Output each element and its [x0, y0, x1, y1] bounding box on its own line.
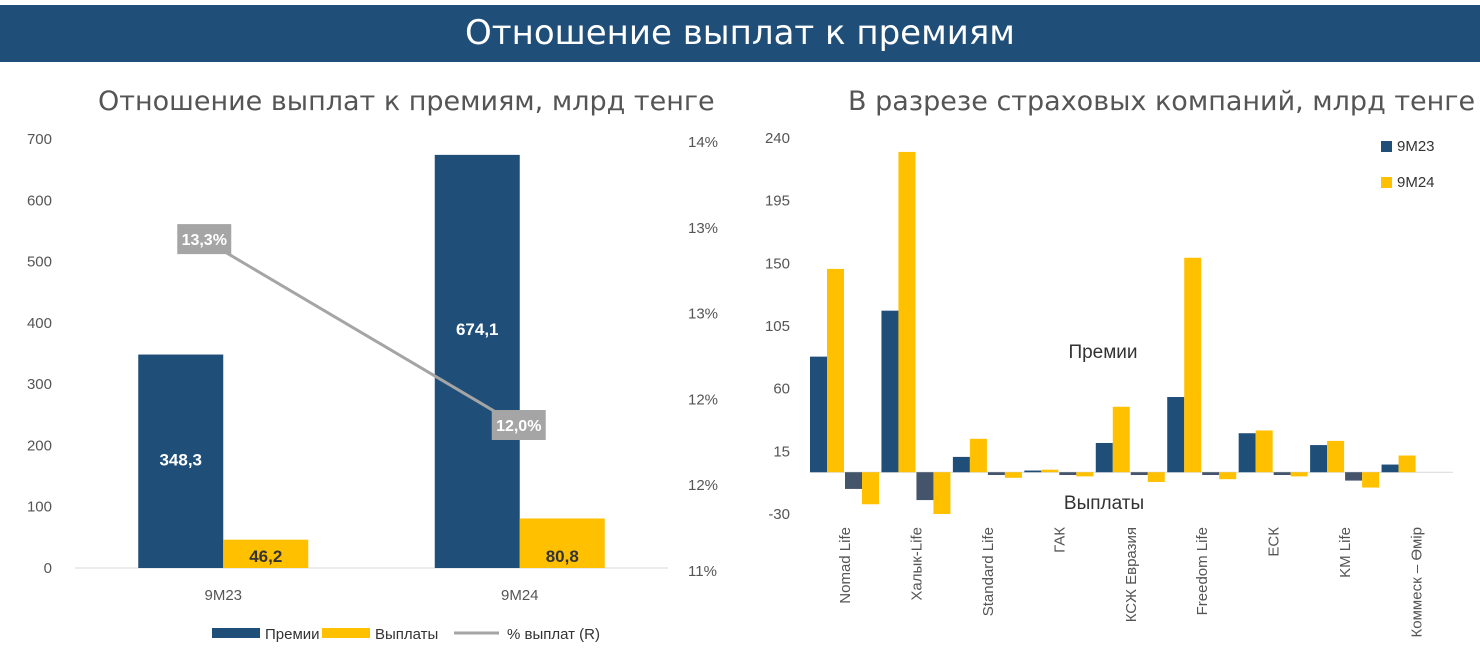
right-y-tick-label: 60: [773, 381, 790, 398]
left-y2-tick-label: 12%: [688, 477, 718, 494]
left-y2-tick-label: 13%: [688, 306, 718, 323]
left-chart-title: Отношение выплат к премиям, млрд тенге: [98, 86, 715, 117]
ratio-label-box: [177, 224, 232, 255]
header-banner: Отношение выплат к премиям: [0, 5, 1480, 62]
company-premium-bar: [969, 438, 987, 473]
premium-bar-value-label: 674,1: [456, 320, 499, 339]
company-payout-bar: [1273, 472, 1291, 476]
company-payout-bar: [1362, 472, 1380, 488]
left-y-tick-label: 600: [27, 192, 52, 209]
premium-bar-value-label: 348,3: [159, 451, 202, 470]
company-payout-bar: [1076, 472, 1094, 477]
left-y-tick-label: 200: [27, 437, 52, 454]
legend-label-payout: Выплаты: [375, 626, 438, 643]
company-payout-bar: [1219, 472, 1237, 480]
legend-swatch-9M24: [1381, 177, 1392, 188]
premiums-annotation: Премии: [1068, 342, 1137, 363]
company-payout-bar: [1345, 472, 1363, 481]
right-x-tick-label: KM Life: [1337, 527, 1354, 578]
right-x-tick-label: Nomad Life: [837, 527, 854, 604]
legend-label-9M24: 9M24: [1397, 174, 1435, 191]
right-x-tick-label: КСЖ Евразия: [1123, 527, 1140, 622]
company-premium-bar: [1238, 433, 1256, 473]
company-premium-bar: [1327, 440, 1345, 473]
payout-bar: [223, 539, 309, 568]
company-premium-bar: [1095, 442, 1113, 473]
left-y-tick-label: 300: [27, 376, 52, 393]
company-premium-bar: [1255, 430, 1273, 473]
right-x-tick-label: Freedom Life: [1194, 527, 1211, 615]
company-payout-bar: [933, 472, 951, 514]
company-premium-bar: [1024, 470, 1042, 473]
company-payout-bar: [987, 472, 1005, 476]
company-payout-bar: [1004, 472, 1022, 478]
company-premium-bar: [1381, 464, 1399, 473]
company-payout-bar: [916, 472, 934, 501]
right-x-tick-label: Коммеск – Өмір: [1409, 527, 1426, 637]
company-premium-bar: [1167, 397, 1185, 473]
left-x-tick-label: 9M23: [204, 587, 242, 604]
company-premium-bar: [810, 356, 827, 473]
ratio-value-label: 13,3%: [182, 232, 227, 249]
premium-bar: [138, 354, 224, 568]
right-y-tick-label: 15: [773, 443, 790, 460]
ratio-label-box: [491, 410, 546, 440]
left-y-tick-label: 700: [27, 131, 52, 148]
company-payout-bar: [1202, 472, 1220, 476]
right-x-tick-label: Халык-Life: [908, 527, 925, 601]
company-premium-bar: [1184, 257, 1202, 473]
right-x-tick-label: ГАК: [1051, 527, 1068, 553]
company-payout-bar: [1059, 472, 1077, 476]
legend-swatch-payout: [322, 628, 370, 638]
legend-swatch-9M23: [1381, 141, 1392, 152]
right-chart-title: В разрезе страховых компаний, млрд тенге: [848, 86, 1476, 117]
right-x-tick-label: ЕСК: [1266, 527, 1283, 557]
premium-bar: [434, 154, 520, 569]
payout-bar: [519, 518, 605, 568]
right-y-tick-label: -30: [768, 506, 790, 523]
ratio-line: [202, 237, 519, 427]
left-y2-tick-label: 14%: [688, 134, 718, 151]
company-payout-bar: [1147, 472, 1165, 482]
company-premium-bar: [1112, 406, 1130, 473]
company-premium-bar: [1310, 445, 1328, 473]
left-x-tick-label: 9M24: [501, 587, 539, 604]
left-y-tick-label: 100: [27, 499, 52, 516]
payouts-annotation: Выплаты: [1064, 493, 1144, 514]
right-x-tick-label: Standard Life: [980, 527, 997, 616]
company-premium-bar: [1041, 469, 1059, 473]
company-payout-bar: [862, 472, 879, 505]
legend-label-premium: Премии: [265, 626, 320, 643]
left-y-tick-label: 500: [27, 254, 52, 271]
legend-label-9M23: 9M23: [1397, 138, 1435, 155]
payout-bar-value-label: 80,8: [546, 547, 579, 566]
company-payout-bar: [1130, 472, 1148, 476]
company-premium-bar: [881, 310, 899, 473]
left-y-tick-label: 0: [44, 560, 52, 577]
right-y-tick-label: 105: [765, 318, 790, 335]
banner-title: Отношение выплат к премиям: [465, 13, 1015, 53]
left-y-tick-label: 400: [27, 315, 52, 332]
legend-swatch-premium: [212, 628, 260, 638]
left-y2-tick-label: 11%: [688, 563, 717, 580]
ratio-value-label: 12,0%: [496, 418, 541, 435]
company-premium-bar: [827, 268, 844, 473]
payout-bar-value-label: 46,2: [249, 547, 282, 566]
company-payout-bar: [1290, 472, 1308, 477]
left-y2-tick-label: 13%: [688, 220, 718, 237]
company-premium-bar: [952, 456, 970, 473]
company-premium-bar: [898, 151, 916, 473]
right-y-tick-label: 150: [765, 255, 790, 272]
left-y2-tick-label: 12%: [688, 391, 718, 408]
company-premium-bar: [1398, 455, 1416, 473]
company-payout-bar: [845, 472, 862, 489]
legend-label-ratio: % выплат (R): [507, 626, 600, 643]
right-y-tick-label: 195: [765, 193, 790, 210]
right-y-tick-label: 240: [765, 130, 790, 147]
